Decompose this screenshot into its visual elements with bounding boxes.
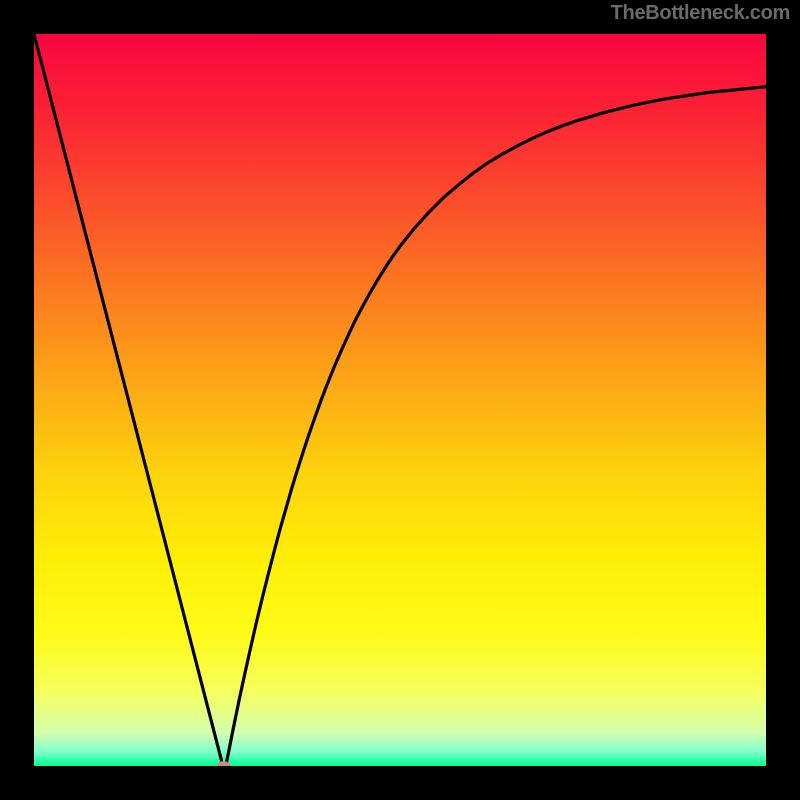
chart-outer-frame bbox=[0, 0, 800, 800]
chart-plot-area bbox=[34, 34, 766, 766]
chart-background bbox=[34, 34, 766, 766]
watermark-text: TheBottleneck.com bbox=[611, 2, 790, 25]
